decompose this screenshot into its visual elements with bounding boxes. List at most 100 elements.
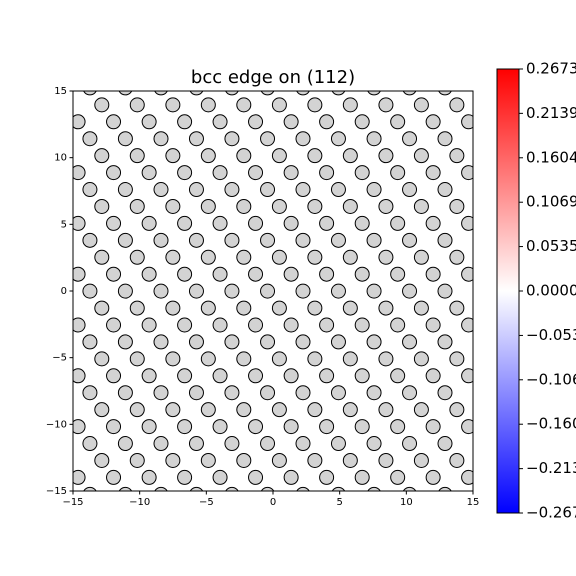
atom [283,469,299,485]
atom [117,283,133,299]
atom [73,215,86,231]
atom [129,198,145,214]
atom [248,215,264,231]
atom [413,300,429,316]
atom [153,283,169,299]
atom [342,97,358,113]
y-tick-label: −15 [46,486,67,497]
atom [94,300,110,316]
atom [106,215,122,231]
atom [94,351,110,367]
atom [449,452,465,468]
atom [378,97,394,113]
atom [425,266,441,282]
atom [354,419,370,435]
atom [83,91,97,96]
atom [212,469,228,485]
colorbar-tick-label: −0.2139 [526,459,576,477]
atom [153,334,169,350]
atom [449,351,465,367]
atom [212,266,228,282]
atom [106,317,122,333]
atom [236,249,252,265]
atom [236,97,252,113]
atom [141,368,157,384]
y-tick-label: 15 [54,86,67,97]
atom [438,91,452,96]
atom [413,198,429,214]
x-tick-label: 10 [400,497,413,508]
atom [413,402,429,418]
atom [200,198,216,214]
x-tick-label: −15 [62,497,83,508]
atom [283,114,299,130]
atom [295,182,311,198]
atom [461,469,473,485]
atom [425,419,441,435]
atom [330,385,346,401]
atom [366,436,382,452]
atom [402,91,417,96]
atom [236,351,252,367]
atom [141,165,157,181]
colorbar [496,68,520,514]
atom [73,317,86,333]
atom [331,91,346,96]
atom [141,266,157,282]
atom [354,469,370,485]
atom [402,486,417,491]
atom [307,148,323,164]
atom [106,368,122,384]
atom [402,232,418,248]
atom [378,249,394,265]
atom [94,198,110,214]
atom [129,452,145,468]
atom [461,114,473,130]
atom [212,215,228,231]
atom [141,419,157,435]
atom [342,351,358,367]
atom [366,283,382,299]
atom [224,385,240,401]
atom [271,300,287,316]
atom [449,148,465,164]
atom [177,317,193,333]
atom [106,165,122,181]
atom [117,182,133,198]
atom [342,402,358,418]
atom [390,419,406,435]
atom [342,249,358,265]
atom [271,402,287,418]
atom [260,334,276,350]
atom [118,91,133,96]
atom [212,317,228,333]
atom [188,182,204,198]
atom [177,368,193,384]
y-tick-label: 5 [61,219,67,230]
colorbar-tick-label: 0.1069 [526,193,576,211]
atom [224,182,240,198]
colorbar-tick-label: −0.1069 [526,370,576,388]
atom [296,486,310,491]
atom [117,385,133,401]
atom [271,198,287,214]
atom [283,317,299,333]
atom [153,385,169,401]
atom [319,368,335,384]
atom [154,486,168,491]
atom [425,215,441,231]
atom [402,182,418,198]
atom [366,131,382,147]
atom [295,334,311,350]
atom [413,249,429,265]
atom [295,131,311,147]
atom [141,215,157,231]
atom [461,368,473,384]
atom [188,334,204,350]
atom [248,419,264,435]
atom [165,198,181,214]
atom [177,419,193,435]
atom [437,131,453,147]
atom [129,148,145,164]
atom [330,131,346,147]
